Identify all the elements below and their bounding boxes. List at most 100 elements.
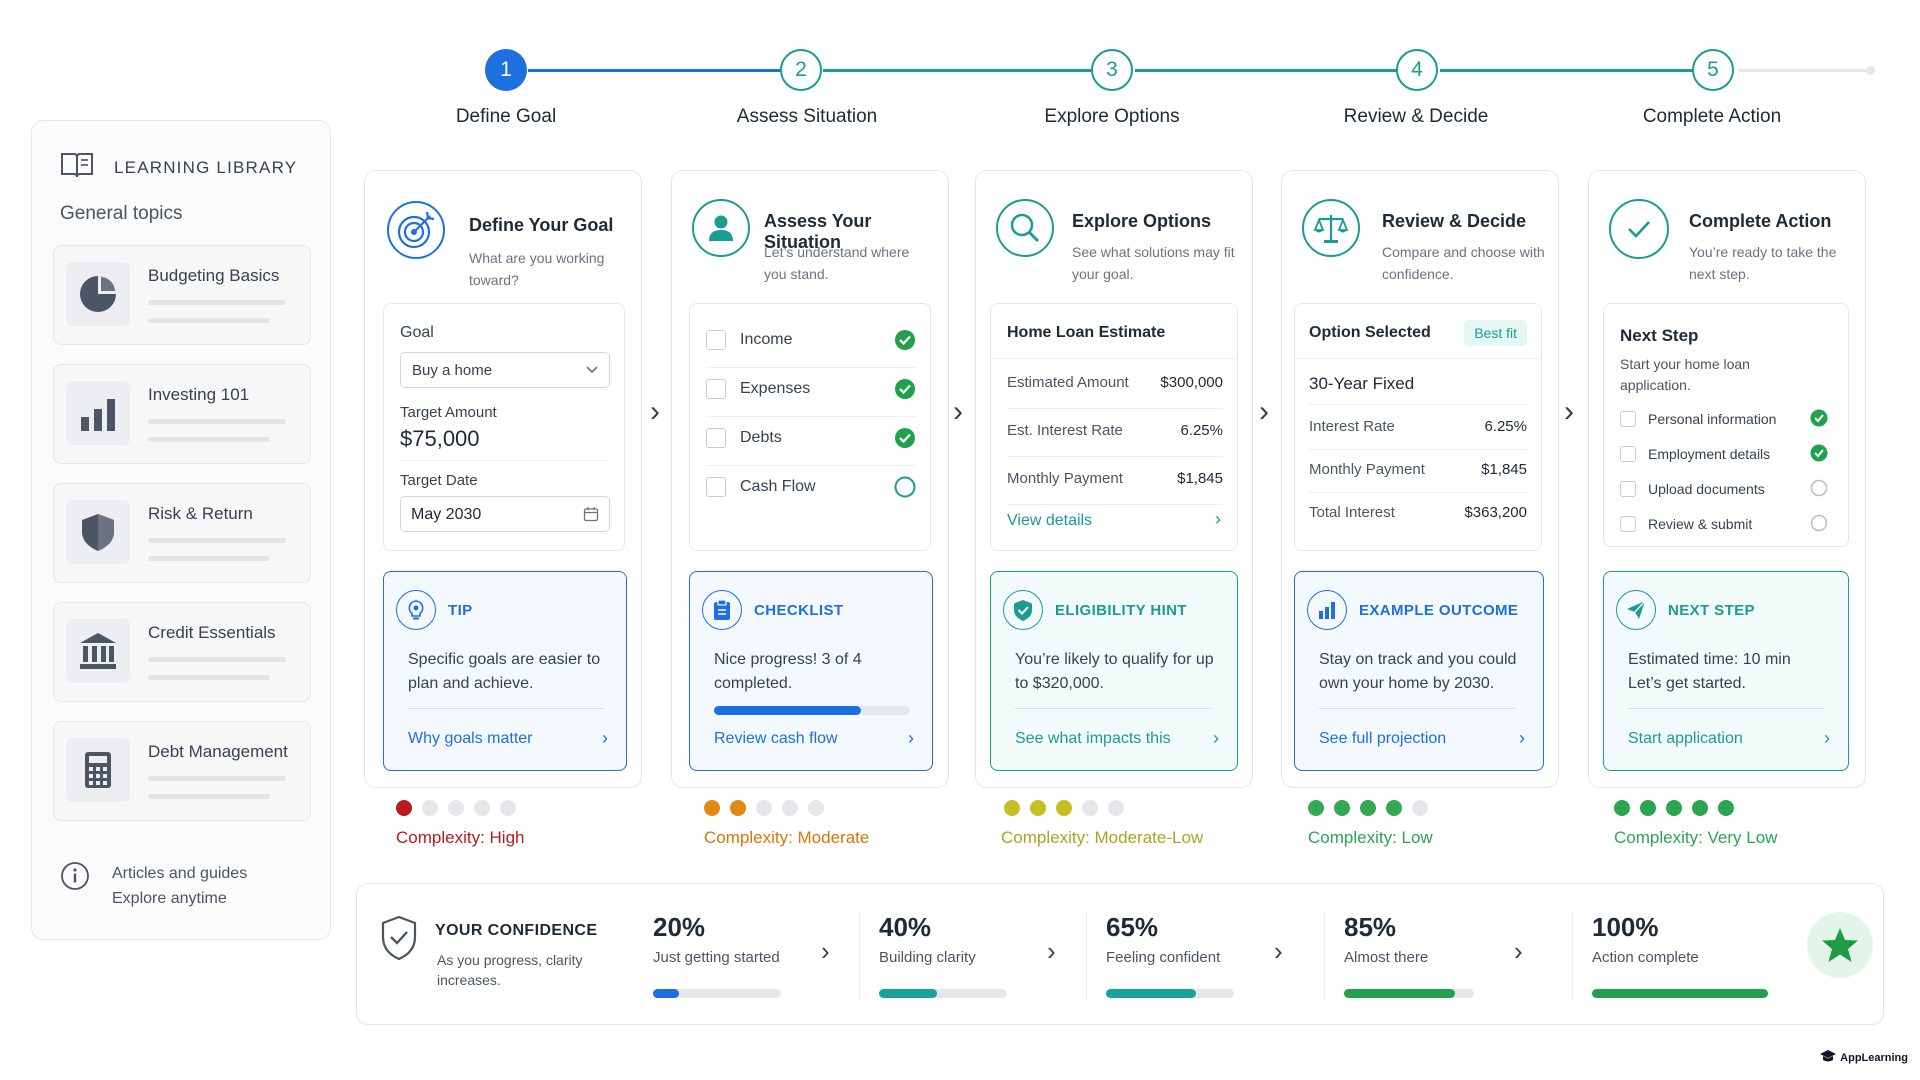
topic-budgeting-basics[interactable]: Budgeting Basics (53, 245, 311, 345)
see-what-impacts-link[interactable]: See what impacts this (1015, 730, 1171, 747)
goal-select[interactable]: Buy a home (400, 352, 610, 388)
bar-chart-icon (66, 381, 130, 445)
complexity-dot (396, 800, 412, 816)
best-fit-badge: Best fit (1464, 320, 1527, 346)
topic-debt-management[interactable]: Debt Management (53, 721, 311, 821)
topic-risk-return[interactable]: Risk & Return (53, 483, 311, 583)
step-4-circle[interactable]: 4 (1396, 49, 1438, 91)
confidence-percent: 20% (653, 912, 706, 942)
step-3-circle[interactable]: 3 (1091, 49, 1133, 91)
chevron-right-icon[interactable]: › (821, 936, 830, 966)
checkbox[interactable] (1620, 446, 1636, 462)
card-subtitle: See what solutions may fit your goal. (1072, 244, 1235, 282)
complexity-dots-explore (1004, 800, 1124, 816)
complexity-dot (474, 800, 490, 816)
confidence-percent: 40% (879, 912, 932, 942)
confidence-bar (1106, 989, 1234, 998)
topic-investing-101[interactable]: Investing 101 (53, 364, 311, 464)
chevron-right-icon[interactable]: › (1514, 936, 1523, 966)
confidence-percent: 65% (1106, 912, 1159, 942)
application-step-label: Personal information (1648, 411, 1777, 427)
confidence-percent: 100% (1592, 912, 1659, 942)
application-step-label: Upload documents (1648, 481, 1765, 497)
why-goals-matter-link[interactable]: Why goals matter (408, 730, 533, 747)
target-date-input[interactable]: May 2030 (400, 496, 610, 532)
topic-credit-essentials[interactable]: Credit Essentials (53, 602, 311, 702)
brand-name: AppLearning (1840, 1051, 1908, 1064)
lightbulb-icon (396, 590, 436, 630)
chevron-right-icon[interactable]: › (1824, 728, 1830, 748)
empty-circle-icon (894, 476, 916, 503)
chevron-right-icon[interactable]: › (1213, 728, 1219, 748)
complexity-dot (500, 800, 516, 816)
stepper-track-5 (1738, 69, 1870, 72)
checkbox[interactable] (706, 330, 726, 350)
chevron-right-icon[interactable]: › (908, 728, 914, 748)
application-step[interactable]: Employment details (1604, 443, 1848, 467)
topic-label: Investing 101 (148, 385, 250, 404)
card-title: Explore Options (1072, 211, 1212, 231)
application-step[interactable]: Upload documents (1604, 478, 1848, 502)
step-5-circle[interactable]: 5 (1692, 49, 1734, 91)
tip-box: TIP Specific goals are easier to plan an… (383, 571, 627, 771)
complexity-assess: Complexity: Moderate (704, 828, 870, 847)
option-row: Interest Rate 6.25% (1309, 418, 1527, 442)
checklist-item[interactable]: Cash Flow (690, 469, 930, 509)
confidence-bar-fill (1344, 989, 1455, 998)
next-step-subtitle: Start your home loan application. (1620, 356, 1750, 393)
target-date-value: May 2030 (411, 506, 482, 523)
checkbox[interactable] (1620, 481, 1636, 497)
review-cash-flow-link[interactable]: Review cash flow (714, 730, 838, 747)
start-application-link[interactable]: Start application (1628, 730, 1743, 747)
card-subtitle: Compare and choose with confidence. (1382, 244, 1545, 282)
complexity-complete: Complexity: Very Low (1614, 828, 1778, 847)
learning-library-panel: LEARNING LIBRARY General topics Budgetin… (31, 120, 331, 940)
see-full-projection-link[interactable]: See full projection (1319, 730, 1447, 747)
view-details-link[interactable]: View details (1007, 512, 1093, 529)
checkbox[interactable] (1620, 516, 1636, 532)
checklist-item[interactable]: Income (690, 322, 930, 362)
calendar-icon (583, 506, 599, 527)
chevron-right-icon[interactable]: › (1215, 509, 1221, 529)
graduation-cap-icon (1819, 1049, 1837, 1066)
chevron-right-icon[interactable]: › (650, 395, 660, 428)
step-2-circle[interactable]: 2 (780, 49, 822, 91)
chevron-right-icon[interactable]: › (1274, 936, 1283, 966)
divider (706, 465, 916, 466)
topic-label: Risk & Return (148, 504, 253, 523)
complexity-dot (1004, 800, 1020, 816)
bar-chart-icon (1307, 590, 1347, 630)
stepper-track-3 (1135, 69, 1417, 72)
chevron-right-icon[interactable]: › (1564, 395, 1574, 428)
application-step[interactable]: Personal information (1604, 408, 1848, 432)
chevron-right-icon[interactable]: › (1047, 936, 1056, 966)
checklist-item[interactable]: Expenses (690, 371, 930, 411)
placeholder-line (148, 794, 270, 799)
estimate-row-value: $300,000 (1160, 374, 1223, 391)
checkbox[interactable] (706, 428, 726, 448)
footer-line-2: Explore anytime (112, 890, 227, 907)
placeholder-line (148, 318, 270, 323)
divider (991, 358, 1237, 359)
target-amount-label: Target Amount (400, 404, 497, 421)
empty-circle-icon (1810, 479, 1828, 502)
checkbox[interactable] (1620, 411, 1636, 427)
complexity-dot (1056, 800, 1072, 816)
articles-footer[interactable]: Articles and guides Explore anytime (60, 861, 247, 911)
complexity-dots-assess (704, 800, 824, 816)
checklist-item[interactable]: Debts (690, 420, 930, 460)
chevron-right-icon[interactable]: › (1259, 395, 1269, 428)
check-circle-icon (1810, 409, 1828, 432)
checkbox[interactable] (706, 379, 726, 399)
chevron-right-icon[interactable]: › (953, 395, 963, 428)
divider (706, 416, 916, 417)
application-step[interactable]: Review & submit (1604, 513, 1848, 537)
checklist-item-label: Expenses (740, 380, 811, 397)
chevron-right-icon[interactable]: › (1519, 728, 1525, 748)
step-3-label: Explore Options (1044, 106, 1180, 127)
brand-logo: AppLearning (1819, 1049, 1908, 1066)
chevron-right-icon[interactable]: › (602, 728, 608, 748)
checkbox[interactable] (706, 477, 726, 497)
library-subtitle: General topics (60, 203, 183, 224)
step-1-circle[interactable]: 1 (485, 49, 527, 91)
